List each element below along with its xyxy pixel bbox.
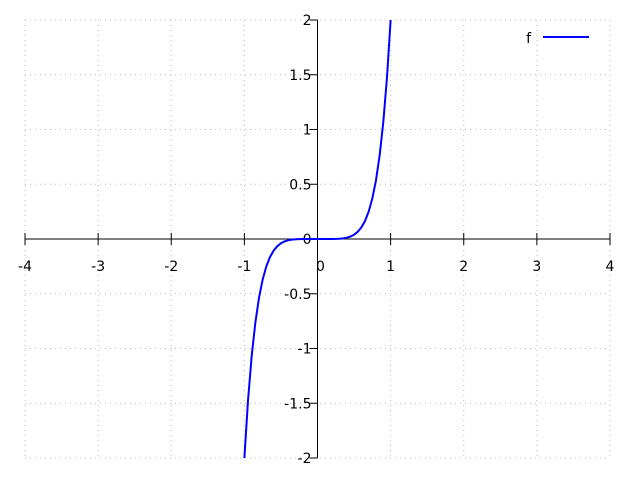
legend: f: [526, 31, 589, 47]
x-tick-label: -1: [237, 259, 251, 275]
y-tick-label: 1.5: [289, 68, 311, 84]
x-tick-label: -4: [18, 259, 32, 275]
x-tick-label: 3: [532, 259, 541, 275]
y-tick-label: 1: [303, 123, 312, 139]
ticks: -4 -3 -2 -1 0 1 2 3 4-2-1.5-1-0.50.511.520: [18, 13, 615, 467]
y-tick-label: -1: [298, 342, 312, 358]
plot-area: [243, 19, 392, 459]
x-tick-label: 1: [386, 259, 395, 275]
y-tick-label: -1.5: [284, 396, 311, 412]
series-line-f: [243, 19, 392, 459]
y-tick-label: -2: [298, 451, 312, 467]
legend-label: f: [526, 31, 532, 47]
x-tick-label: 4: [606, 259, 615, 275]
y-tick-label: -0.5: [284, 287, 311, 303]
y-tick-label: 2: [303, 13, 312, 29]
x-tick-label: -3: [91, 259, 105, 275]
x-tick-label: 2: [459, 259, 468, 275]
x-tick-label: 0: [316, 259, 325, 275]
x-tick-label: -2: [164, 259, 178, 275]
y-tick-label: 0.5: [289, 177, 311, 193]
